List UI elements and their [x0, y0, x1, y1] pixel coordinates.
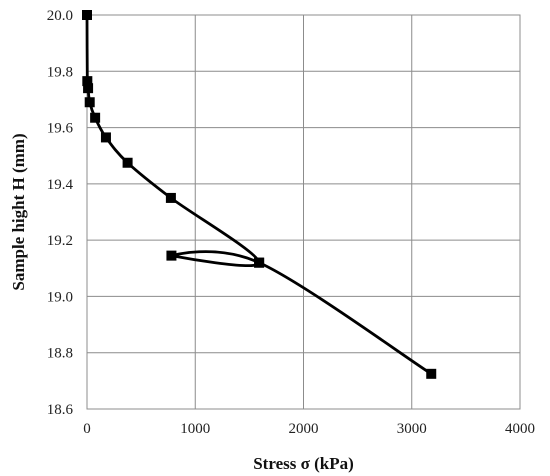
data-point-marker [165, 192, 176, 203]
data-point-marker [100, 132, 111, 143]
data-point-marker [122, 157, 133, 168]
y-tick-label: 18.6 [47, 402, 74, 418]
grid-lines [86, 14, 521, 410]
y-axis-title: Sample hight H (mm) [9, 133, 28, 290]
x-tick-label: 0 [83, 421, 91, 437]
data-point-marker [82, 10, 92, 20]
x-axis-title: Stress σ (kPa) [253, 454, 354, 473]
series-line [85, 14, 432, 375]
y-tick-label: 18.8 [47, 346, 73, 362]
y-tick-labels: 18.6 18.8 19.0 19.2 19.4 19.6 19.8 20.0 [47, 8, 74, 418]
data-point-marker [90, 112, 101, 123]
x-tick-label: 2000 [289, 421, 319, 437]
data-markers [82, 10, 437, 379]
y-tick-label: 20.0 [47, 8, 73, 24]
y-tick-label: 19.8 [47, 64, 73, 80]
data-point-marker [166, 250, 177, 261]
y-tick-label: 19.0 [47, 289, 73, 305]
x-tick-label: 4000 [505, 421, 535, 437]
data-point-marker [426, 368, 437, 379]
x-tick-label: 1000 [180, 421, 210, 437]
data-point-marker [82, 76, 93, 87]
plot-frame [86, 14, 521, 410]
data-point-marker [254, 257, 265, 268]
y-tick-label: 19.4 [47, 177, 74, 193]
data-point-marker [83, 83, 94, 94]
x-tick-label: 3000 [397, 421, 427, 437]
y-tick-label: 19.2 [47, 233, 73, 249]
y-tick-label: 19.6 [47, 121, 74, 137]
data-point-marker [84, 97, 95, 108]
x-tick-labels: 0 1000 2000 3000 4000 [83, 421, 535, 437]
